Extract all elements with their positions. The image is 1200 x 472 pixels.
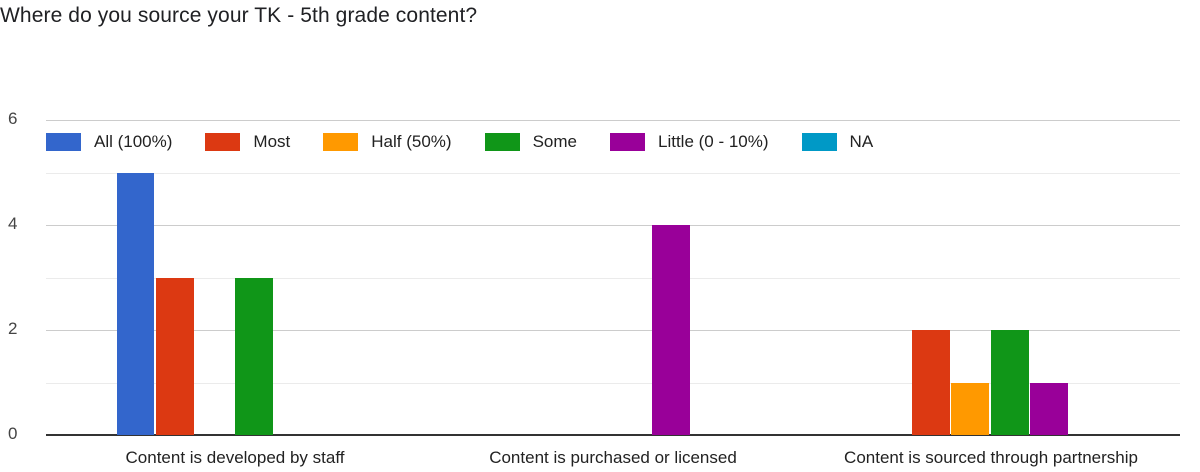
legend-item[interactable]: All (100%) [46,132,172,152]
legend-item[interactable]: NA [801,132,874,152]
legend-swatch-icon [484,133,520,151]
legend-swatch-icon [205,133,241,151]
legend-swatch-icon [801,133,837,151]
bar-some[interactable] [234,277,273,435]
major-gridline [46,120,1180,121]
legend-swatch-icon [46,133,81,151]
legend-item[interactable]: Little (0 - 10%) [610,132,769,152]
bar-half-50[interactable] [951,382,990,435]
x-axis-line [46,434,1180,436]
bar-little-0-10[interactable] [1030,382,1069,435]
major-gridline [46,225,1180,226]
bar-all-100[interactable] [116,172,155,435]
legend-item[interactable]: Some [484,132,577,152]
chart-title: Where do you source your TK - 5th grade … [0,4,478,27]
legend-label: Little (0 - 10%) [658,132,769,151]
chart-legend: All (100%) Most Half (50%) Some Little (0 - … [46,130,906,154]
legend-swatch-icon [323,133,359,151]
y-tick-label: 6 [8,109,18,128]
major-gridline [46,330,1180,331]
x-axis-category-label: Content is developed by staff [125,448,345,467]
legend-label: Half (50%) [371,132,452,151]
bar-some[interactable] [990,330,1029,435]
legend-swatch-icon [610,133,645,151]
x-axis-category-label: Content is purchased or licensed [489,448,737,467]
y-tick-label: 4 [8,214,18,233]
minor-gridline [46,173,1180,174]
y-tick-label: 2 [8,319,18,338]
legend-item[interactable]: Most [205,132,290,152]
minor-gridline [46,383,1180,384]
legend-item[interactable]: Half (50%) [323,132,452,152]
bar-most[interactable] [155,277,194,435]
minor-gridline [46,278,1180,279]
bar-little-0-10[interactable] [652,225,691,435]
legend-label: NA [849,132,874,151]
y-tick-label: 0 [8,424,18,443]
legend-label: Most [253,132,291,151]
x-axis-category-label: Content is sourced through partnership [844,448,1138,467]
legend-label: All (100%) [94,132,173,151]
bar-most[interactable] [911,330,950,435]
legend-label: Some [532,132,577,151]
